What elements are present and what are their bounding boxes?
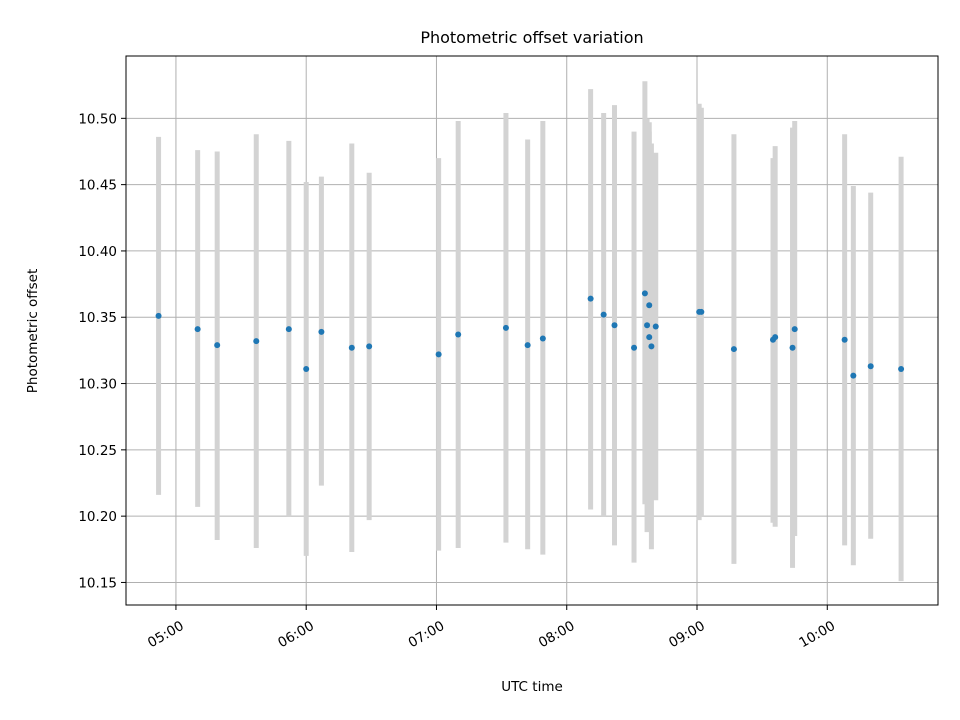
y-axis-ticks: 10.15 10.20 10.25 10.30 10.35 10.40 10.45 10.50 (78, 111, 126, 591)
data-point (644, 322, 651, 329)
data-point (600, 311, 607, 318)
x-axis-label: UTC time (501, 679, 563, 695)
chart-title: Photometric offset variation (420, 28, 643, 47)
data-point (587, 295, 594, 302)
data-point (253, 338, 260, 345)
data-points (155, 290, 905, 379)
data-point (841, 336, 848, 343)
data-point (539, 335, 546, 342)
data-point (646, 334, 653, 341)
data-point (214, 342, 221, 349)
data-point (194, 326, 201, 333)
data-point (455, 331, 462, 338)
y-tick-label: 10.45 (78, 178, 117, 194)
plot-frame (125, 55, 939, 606)
data-point (789, 344, 796, 351)
y-tick-label: 10.50 (78, 111, 117, 127)
y-axis-label: Photometric offset (25, 269, 41, 393)
data-point (435, 351, 442, 358)
data-point (772, 334, 779, 341)
data-point (641, 290, 648, 297)
data-point (631, 344, 638, 351)
data-point (348, 344, 355, 351)
data-point (524, 342, 531, 349)
data-point (698, 308, 705, 315)
y-tick-label: 10.15 (78, 575, 117, 591)
data-point (850, 372, 857, 379)
data-point (303, 365, 310, 372)
y-tick-label: 10.40 (78, 244, 117, 260)
data-point (648, 343, 655, 350)
data-point (652, 323, 659, 330)
y-tick-label: 10.20 (78, 509, 117, 525)
data-point (867, 363, 874, 370)
y-tick-label: 10.25 (78, 443, 117, 459)
data-point (155, 312, 162, 319)
data-point (611, 322, 618, 329)
y-tick-label: 10.35 (78, 310, 117, 326)
data-point (366, 343, 373, 350)
data-point (502, 324, 509, 331)
data-point (730, 346, 737, 353)
data-point (791, 326, 798, 333)
data-point (285, 326, 292, 333)
data-point (318, 328, 325, 335)
y-tick-label: 10.30 (78, 377, 117, 393)
data-point (898, 365, 905, 372)
data-point (646, 302, 653, 309)
